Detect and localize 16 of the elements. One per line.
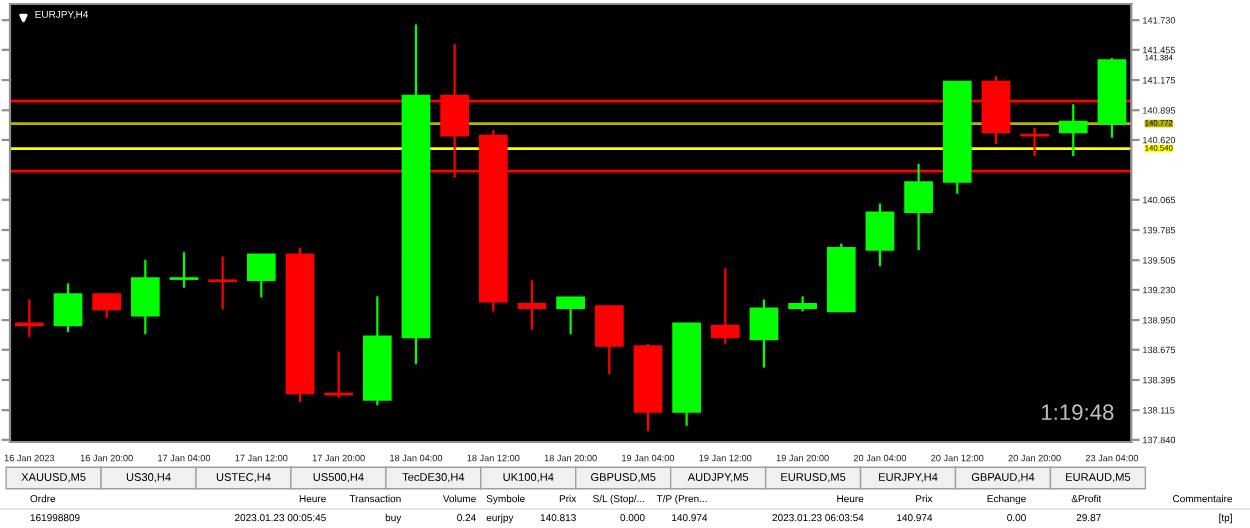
candlestick (556, 296, 585, 336)
candlestick (92, 293, 122, 320)
candlestick (53, 282, 83, 334)
candlestick (517, 279, 547, 331)
annotation: 1:19:48 (1041, 404, 1114, 421)
candlestick (904, 162, 933, 252)
candlestick (169, 251, 199, 289)
candlestick (749, 298, 779, 369)
candlestick (710, 267, 740, 345)
candlestick (14, 298, 44, 339)
candlestick (865, 202, 895, 268)
candlestick (246, 253, 276, 299)
candlestick (1058, 103, 1088, 158)
candlestick (130, 258, 160, 336)
candlestick (208, 255, 238, 311)
candlestick (594, 304, 624, 376)
